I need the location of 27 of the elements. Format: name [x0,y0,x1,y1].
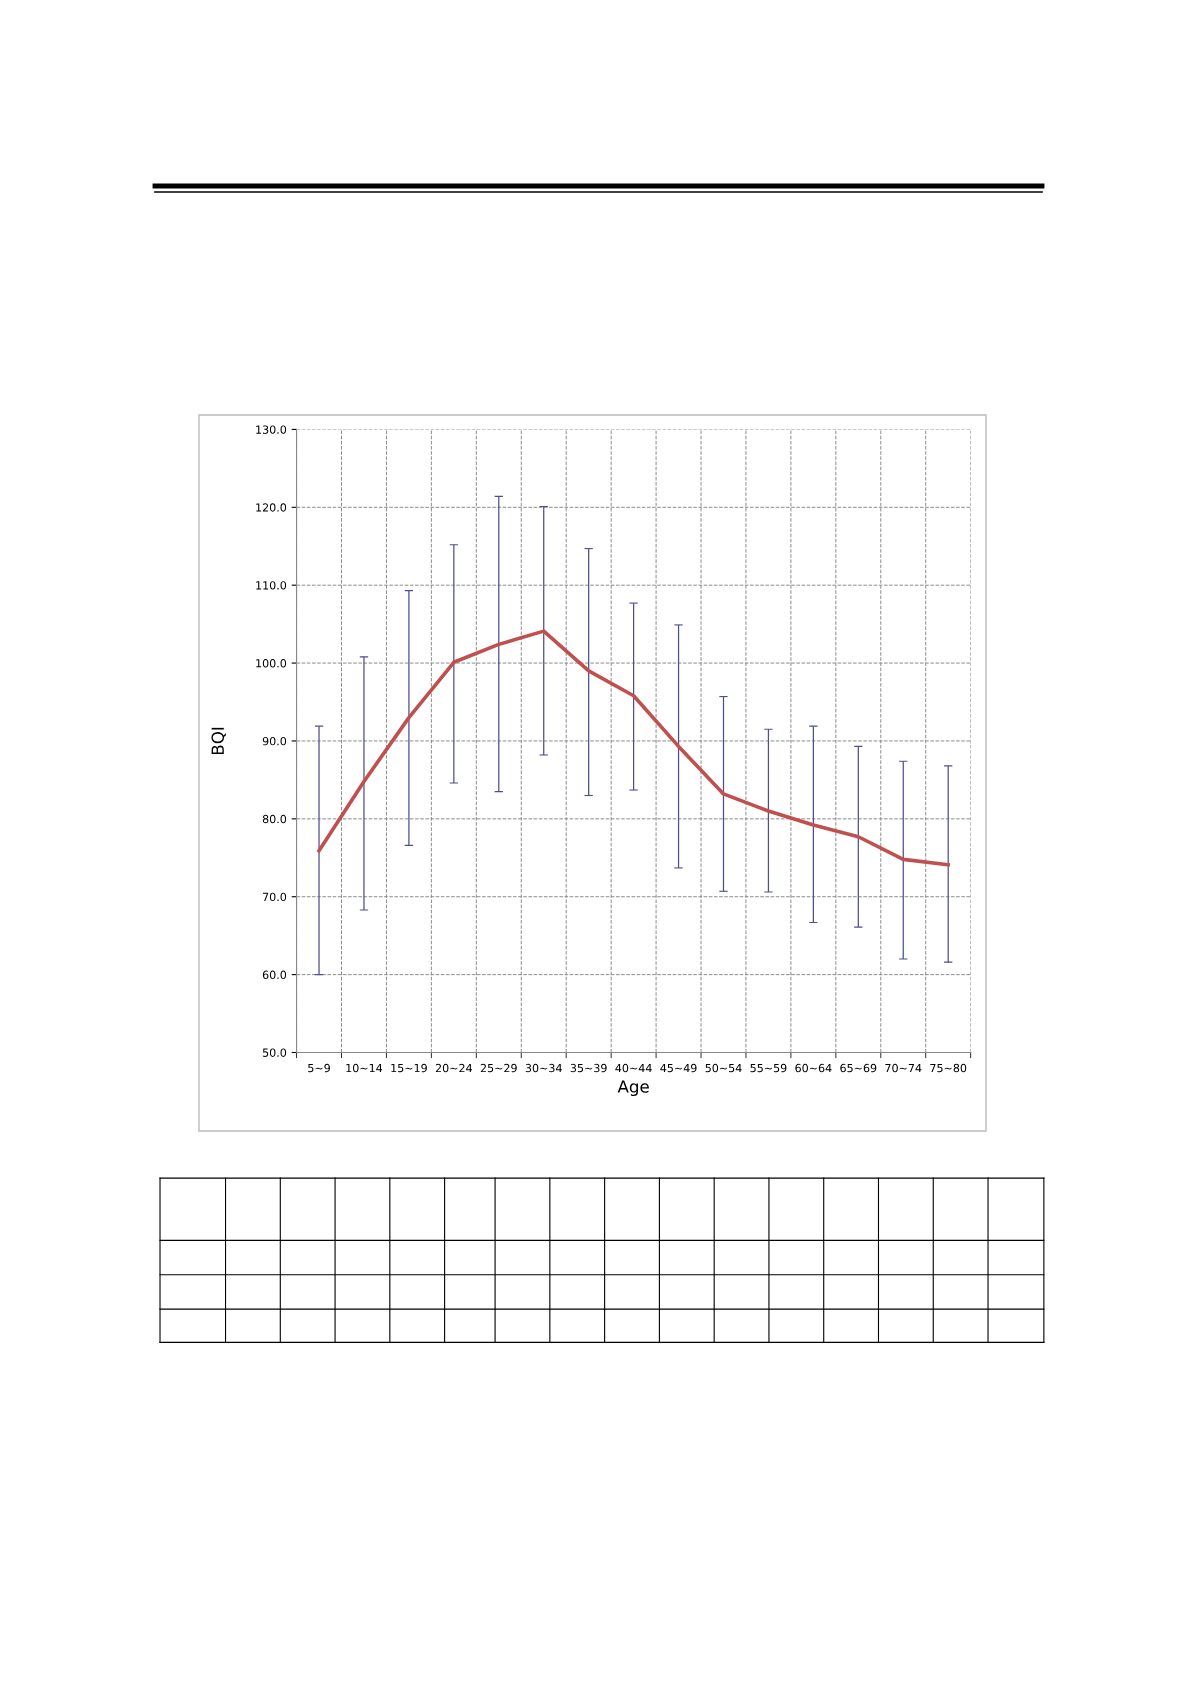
x-tick-label: 20~24 [435,1063,473,1073]
x-tick-label: 10~14 [346,1063,383,1073]
x-tick-label: 30~34 [525,1063,562,1073]
x-tick-label: 40~44 [615,1063,652,1073]
y-tick-label: 60.0 [262,970,287,979]
x-tick-label: 5~9 [308,1063,330,1073]
x-tick-label: 45~49 [660,1063,697,1073]
x-tick-label: 75~80 [930,1063,967,1073]
x-tick-label: 65~69 [840,1063,877,1073]
x-tick-label: 55~59 [750,1063,787,1073]
y-tick-label: 120.0 [256,503,287,512]
x-axis-title: Age [617,1080,649,1097]
x-tick-label: 60~64 [795,1063,832,1073]
x-tick-label: 15~19 [391,1063,427,1073]
y-tick-label: 80.0 [262,814,287,824]
y-axis-title: BQI [211,727,226,755]
x-tick-label: 50~54 [705,1063,742,1073]
y-tick-label: 90.0 [262,736,287,746]
x-tick-label: 35~39 [570,1063,607,1073]
y-tick-label: 70.0 [263,892,287,902]
y-tick-label: 110.0 [256,581,287,590]
y-tick-label: 50.0 [262,1048,287,1057]
y-tick-label: 100.0 [256,659,287,668]
line-series [317,629,950,867]
x-tick-label: 25~29 [480,1063,517,1073]
x-tick-label: 70~74 [885,1063,922,1073]
y-tick-label: 130.0 [256,425,287,434]
